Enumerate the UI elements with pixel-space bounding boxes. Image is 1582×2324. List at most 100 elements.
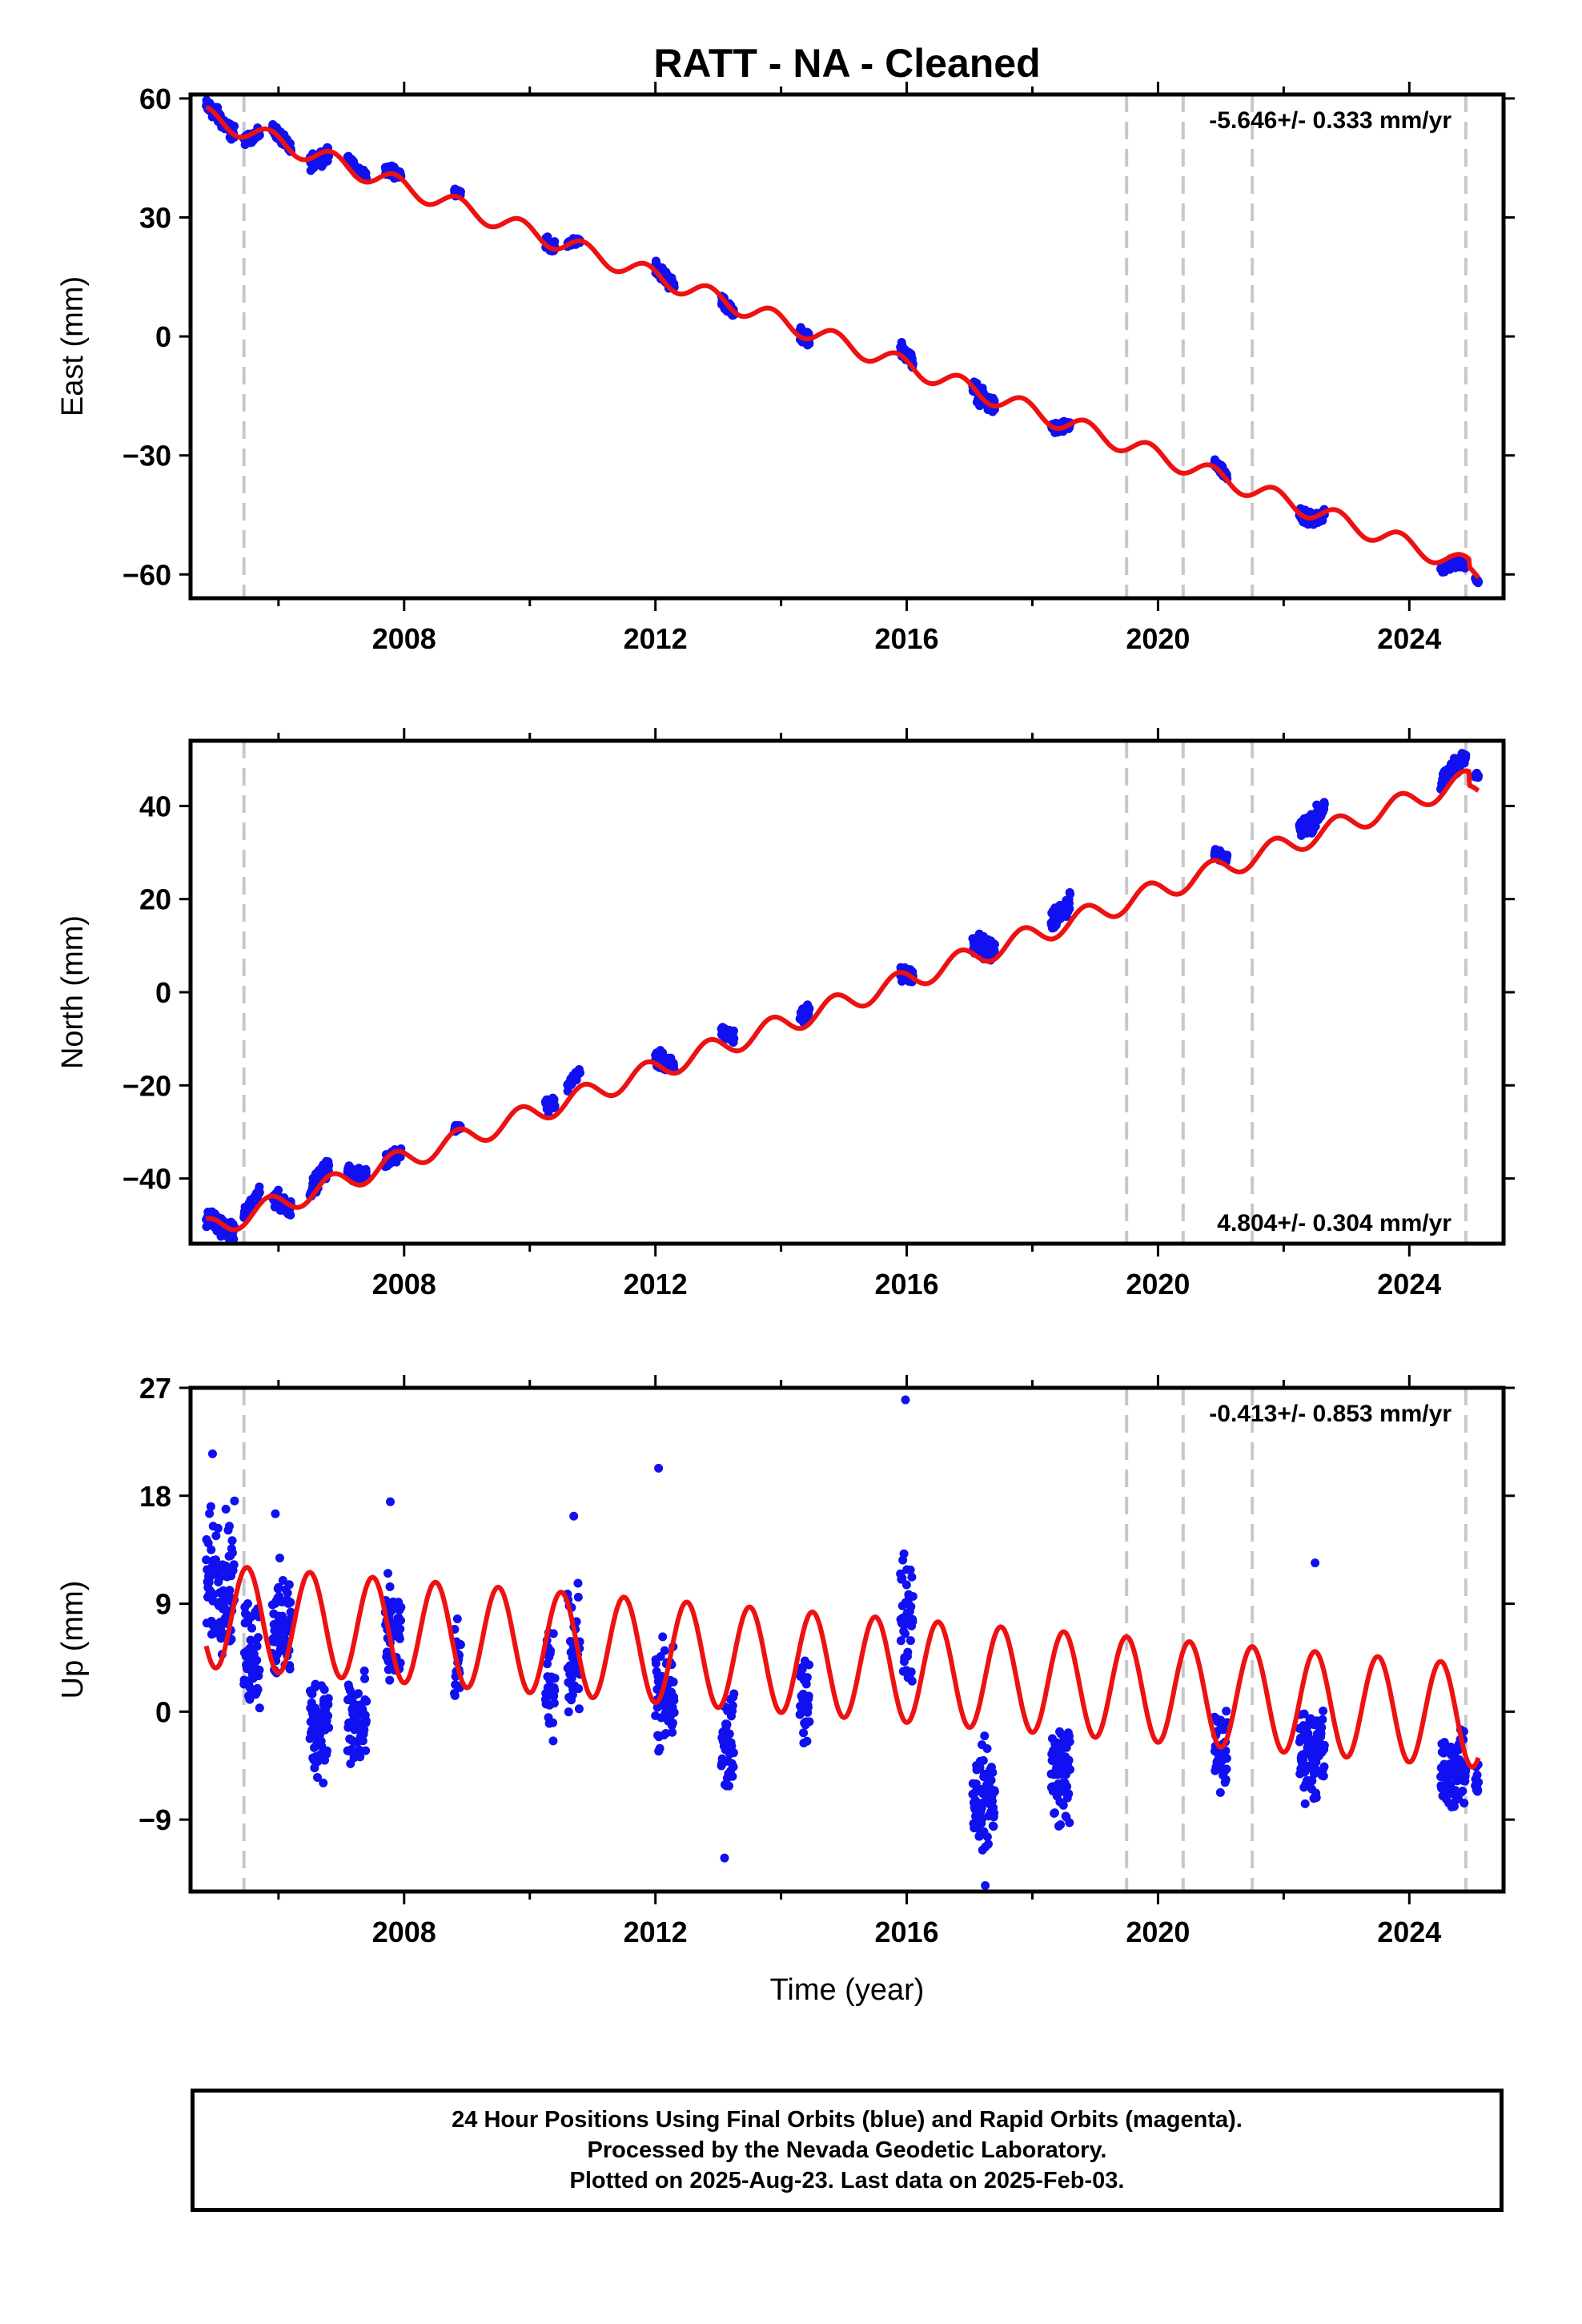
- data-point: [243, 1599, 252, 1609]
- data-point: [802, 1673, 812, 1683]
- data-point: [1319, 1740, 1329, 1750]
- x-tick-label: 2016: [874, 1268, 938, 1301]
- data-point: [221, 1504, 231, 1514]
- data-point: [905, 1636, 915, 1646]
- data-point: [669, 1677, 678, 1687]
- x-tick-label: 2008: [372, 622, 436, 655]
- data-point: [1066, 889, 1075, 899]
- model-fit-line: [204, 105, 1480, 580]
- data-point: [229, 1234, 239, 1244]
- figure-title: RATT - NA - Cleaned: [653, 41, 1040, 86]
- data-point: [906, 1602, 916, 1611]
- data-point: [284, 1580, 294, 1590]
- data-point: [324, 1160, 334, 1170]
- x-tick-label: 2012: [624, 622, 688, 655]
- data-point: [395, 1634, 404, 1643]
- data-point: [669, 1708, 679, 1718]
- data-point: [1223, 850, 1232, 860]
- y-tick-label: 60: [139, 82, 171, 115]
- data-point: [720, 1853, 729, 1863]
- data-point: [1215, 1787, 1225, 1797]
- data-point: [271, 1509, 280, 1518]
- data-point: [574, 1684, 584, 1694]
- data-point: [801, 1679, 811, 1689]
- data-point: [668, 1727, 677, 1737]
- data-point: [215, 1574, 224, 1583]
- data-point: [658, 1632, 668, 1642]
- data-point: [980, 1731, 990, 1741]
- data-point: [1474, 577, 1484, 587]
- data-point: [729, 1689, 739, 1699]
- footer-line-2: Processed by the Nevada Geodetic Laborat…: [587, 2137, 1107, 2163]
- data-point: [456, 1640, 465, 1650]
- data-point: [903, 1647, 913, 1657]
- data-point: [286, 1598, 295, 1607]
- x-tick-label: 2024: [1377, 1916, 1441, 1948]
- up-panel: 27 18 9 0 −9 2008 2012 2016 2020 2024 Up (mm) -0.41…: [56, 1372, 1515, 1948]
- data-point: [729, 1026, 738, 1035]
- data-point: [797, 1664, 807, 1674]
- data-point: [660, 1646, 669, 1655]
- y-axis-label: East (mm): [56, 276, 90, 416]
- panels-group: 60 30 0 −30 −60 2008 2012 2016 2020 2024 East (mm)…: [56, 82, 1515, 1948]
- data-point: [252, 1642, 262, 1651]
- data-point: [802, 1736, 812, 1746]
- data-point: [573, 1578, 583, 1588]
- data-point: [727, 1741, 737, 1751]
- data-point: [206, 1502, 215, 1511]
- data-point: [805, 339, 814, 348]
- data-point: [285, 1664, 295, 1674]
- east-panel: 60 30 0 −30 −60 2008 2012 2016 2020 2024 East (mm)…: [56, 82, 1515, 655]
- y-tick-label: 9: [155, 1588, 171, 1621]
- data-point: [983, 1839, 993, 1849]
- data-point: [550, 1674, 560, 1683]
- data-point: [573, 1592, 583, 1602]
- data-point: [255, 1665, 264, 1675]
- data-point: [548, 1629, 558, 1638]
- data-point: [1062, 1782, 1072, 1791]
- data-point: [255, 1703, 264, 1713]
- data-point: [1473, 1786, 1483, 1795]
- data-point: [359, 1667, 369, 1676]
- data-point: [1319, 1707, 1328, 1716]
- data-point: [805, 1660, 814, 1670]
- y-tick-label: −40: [122, 1163, 171, 1196]
- data-point: [255, 1188, 264, 1197]
- data-point: [804, 1691, 813, 1701]
- data-point: [253, 1633, 263, 1642]
- data-point: [1307, 1776, 1317, 1786]
- data-point: [319, 1685, 329, 1695]
- y-axis-label: Up (mm): [56, 1581, 90, 1699]
- data-point: [1058, 1800, 1068, 1810]
- x-tick-label: 2020: [1126, 622, 1190, 655]
- data-point: [1474, 771, 1484, 781]
- data-point: [1474, 1778, 1484, 1787]
- data-point: [668, 1718, 677, 1727]
- data-point: [385, 1675, 395, 1685]
- data-point: [213, 1523, 223, 1533]
- data-point: [1319, 1771, 1328, 1781]
- y-tick-label: −9: [139, 1803, 171, 1836]
- data-point: [569, 1511, 579, 1521]
- data-point: [396, 1624, 405, 1634]
- data-point: [908, 1617, 917, 1626]
- data-point: [729, 1762, 738, 1771]
- data-point: [906, 1667, 916, 1677]
- data-point: [230, 122, 239, 131]
- velocity-rate-label: -0.413+/- 0.853 mm/yr: [1209, 1401, 1452, 1427]
- data-point: [227, 1548, 237, 1558]
- data-point: [574, 1704, 584, 1714]
- data-point: [225, 1586, 235, 1595]
- data-point: [1461, 750, 1471, 760]
- data-point: [245, 1695, 255, 1704]
- data-point: [989, 1822, 998, 1831]
- data-point: [728, 1701, 737, 1711]
- data-point: [805, 1717, 814, 1727]
- data-point: [227, 1536, 237, 1546]
- data-point: [1319, 1762, 1329, 1771]
- data-point: [655, 1743, 665, 1753]
- data-point: [1319, 799, 1329, 809]
- data-point: [278, 1611, 287, 1621]
- data-point: [725, 1729, 734, 1739]
- data-point: [275, 1554, 284, 1563]
